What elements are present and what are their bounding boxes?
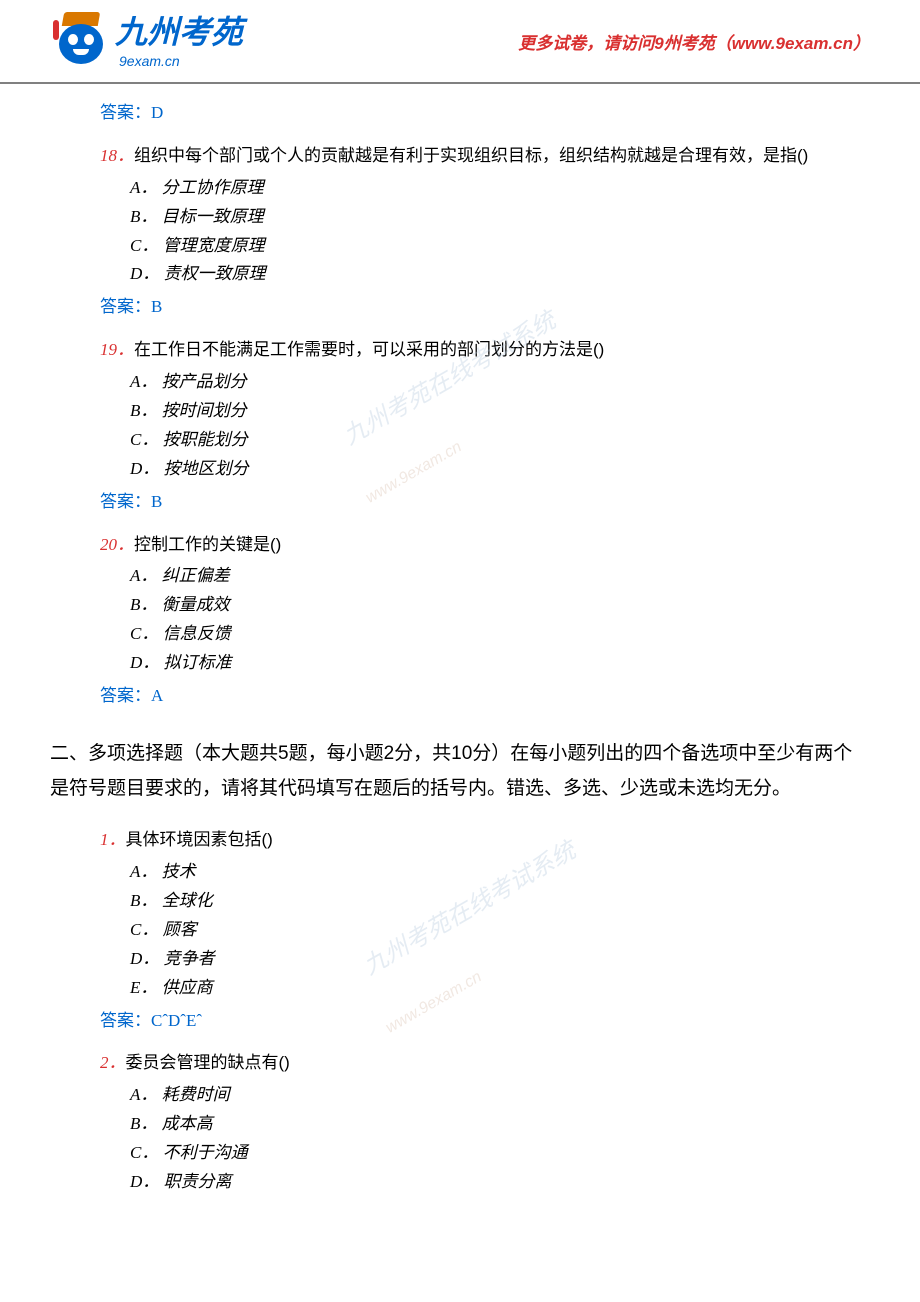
answer-m1: 答案：CˆDˆEˆ [100,1007,870,1036]
logo-icon [55,18,107,70]
question-number: 19． [100,340,134,359]
option-c: C． 信息反馈 [130,620,870,649]
question-19: 19．在工作日不能满足工作需要时，可以采用的部门划分的方法是() [100,336,870,365]
brand-url: 9exam.cn [119,50,243,74]
multi-question-2: 2．委员会管理的缺点有() [100,1049,870,1078]
question-text: 委员会管理的缺点有() [126,1053,290,1072]
option-b: B． 全球化 [130,887,870,916]
option-a: A． 分工协作原理 [130,174,870,203]
option-d: D． 拟订标准 [130,649,870,678]
question-text: 在工作日不能满足工作需要时，可以采用的部门划分的方法是() [134,340,604,359]
option-b: B． 按时间划分 [130,397,870,426]
option-a: A． 耗费时间 [130,1081,870,1110]
option-d: D． 责权一致原理 [130,260,870,289]
logo-area: 九州考苑 9exam.cn [55,15,243,74]
option-d: D． 职责分离 [130,1168,870,1197]
option-c: C． 管理宽度原理 [130,232,870,261]
question-number: 2． [100,1053,126,1072]
section-2-heading: 二、多项选择题（本大题共5题，每小题2分，共10分）在每小题列出的四个备选项中至… [50,736,870,806]
option-c: C． 不利于沟通 [130,1139,870,1168]
option-a: A． 按产品划分 [130,368,870,397]
multi-question-1: 1．具体环境因素包括() [100,826,870,855]
answer-20: 答案：A [100,682,870,711]
option-b: B． 目标一致原理 [130,203,870,232]
option-c: C． 按职能划分 [130,426,870,455]
option-b: B． 成本高 [130,1110,870,1139]
option-c: C． 顾客 [130,916,870,945]
page-header: 九州考苑 9exam.cn 更多试卷，请访问9州考苑（www.9exam.cn） [0,0,920,84]
option-a: A． 技术 [130,858,870,887]
question-number: 1． [100,830,126,849]
question-18: 18．组织中每个部门或个人的贡献越是有利于实现组织目标，组织结构就越是合理有效，… [100,142,870,171]
question-number: 18． [100,146,134,165]
question-number: 20． [100,535,134,554]
brand-name: 九州考苑 [115,15,243,50]
option-e: E． 供应商 [130,974,870,1003]
answer-18: 答案：B [100,293,870,322]
option-d: D． 竞争者 [130,945,870,974]
document-content: 九州考苑在线考试系统 www.9exam.cn 九州考苑在线考试系统 www.9… [0,99,920,1217]
option-a: A． 纠正偏差 [130,562,870,591]
option-d: D． 按地区划分 [130,455,870,484]
question-20: 20．控制工作的关键是() [100,531,870,560]
answer-19: 答案：B [100,488,870,517]
question-text: 具体环境因素包括() [126,830,273,849]
question-text: 组织中每个部门或个人的贡献越是有利于实现组织目标，组织结构就越是合理有效，是指(… [134,146,808,165]
logo-text: 九州考苑 9exam.cn [115,15,243,74]
option-b: B． 衡量成效 [130,591,870,620]
header-link-text: 更多试卷，请访问9州考苑（www.9exam.cn） [518,30,870,59]
question-text: 控制工作的关键是() [134,535,281,554]
answer-17: 答案：D [100,99,870,128]
